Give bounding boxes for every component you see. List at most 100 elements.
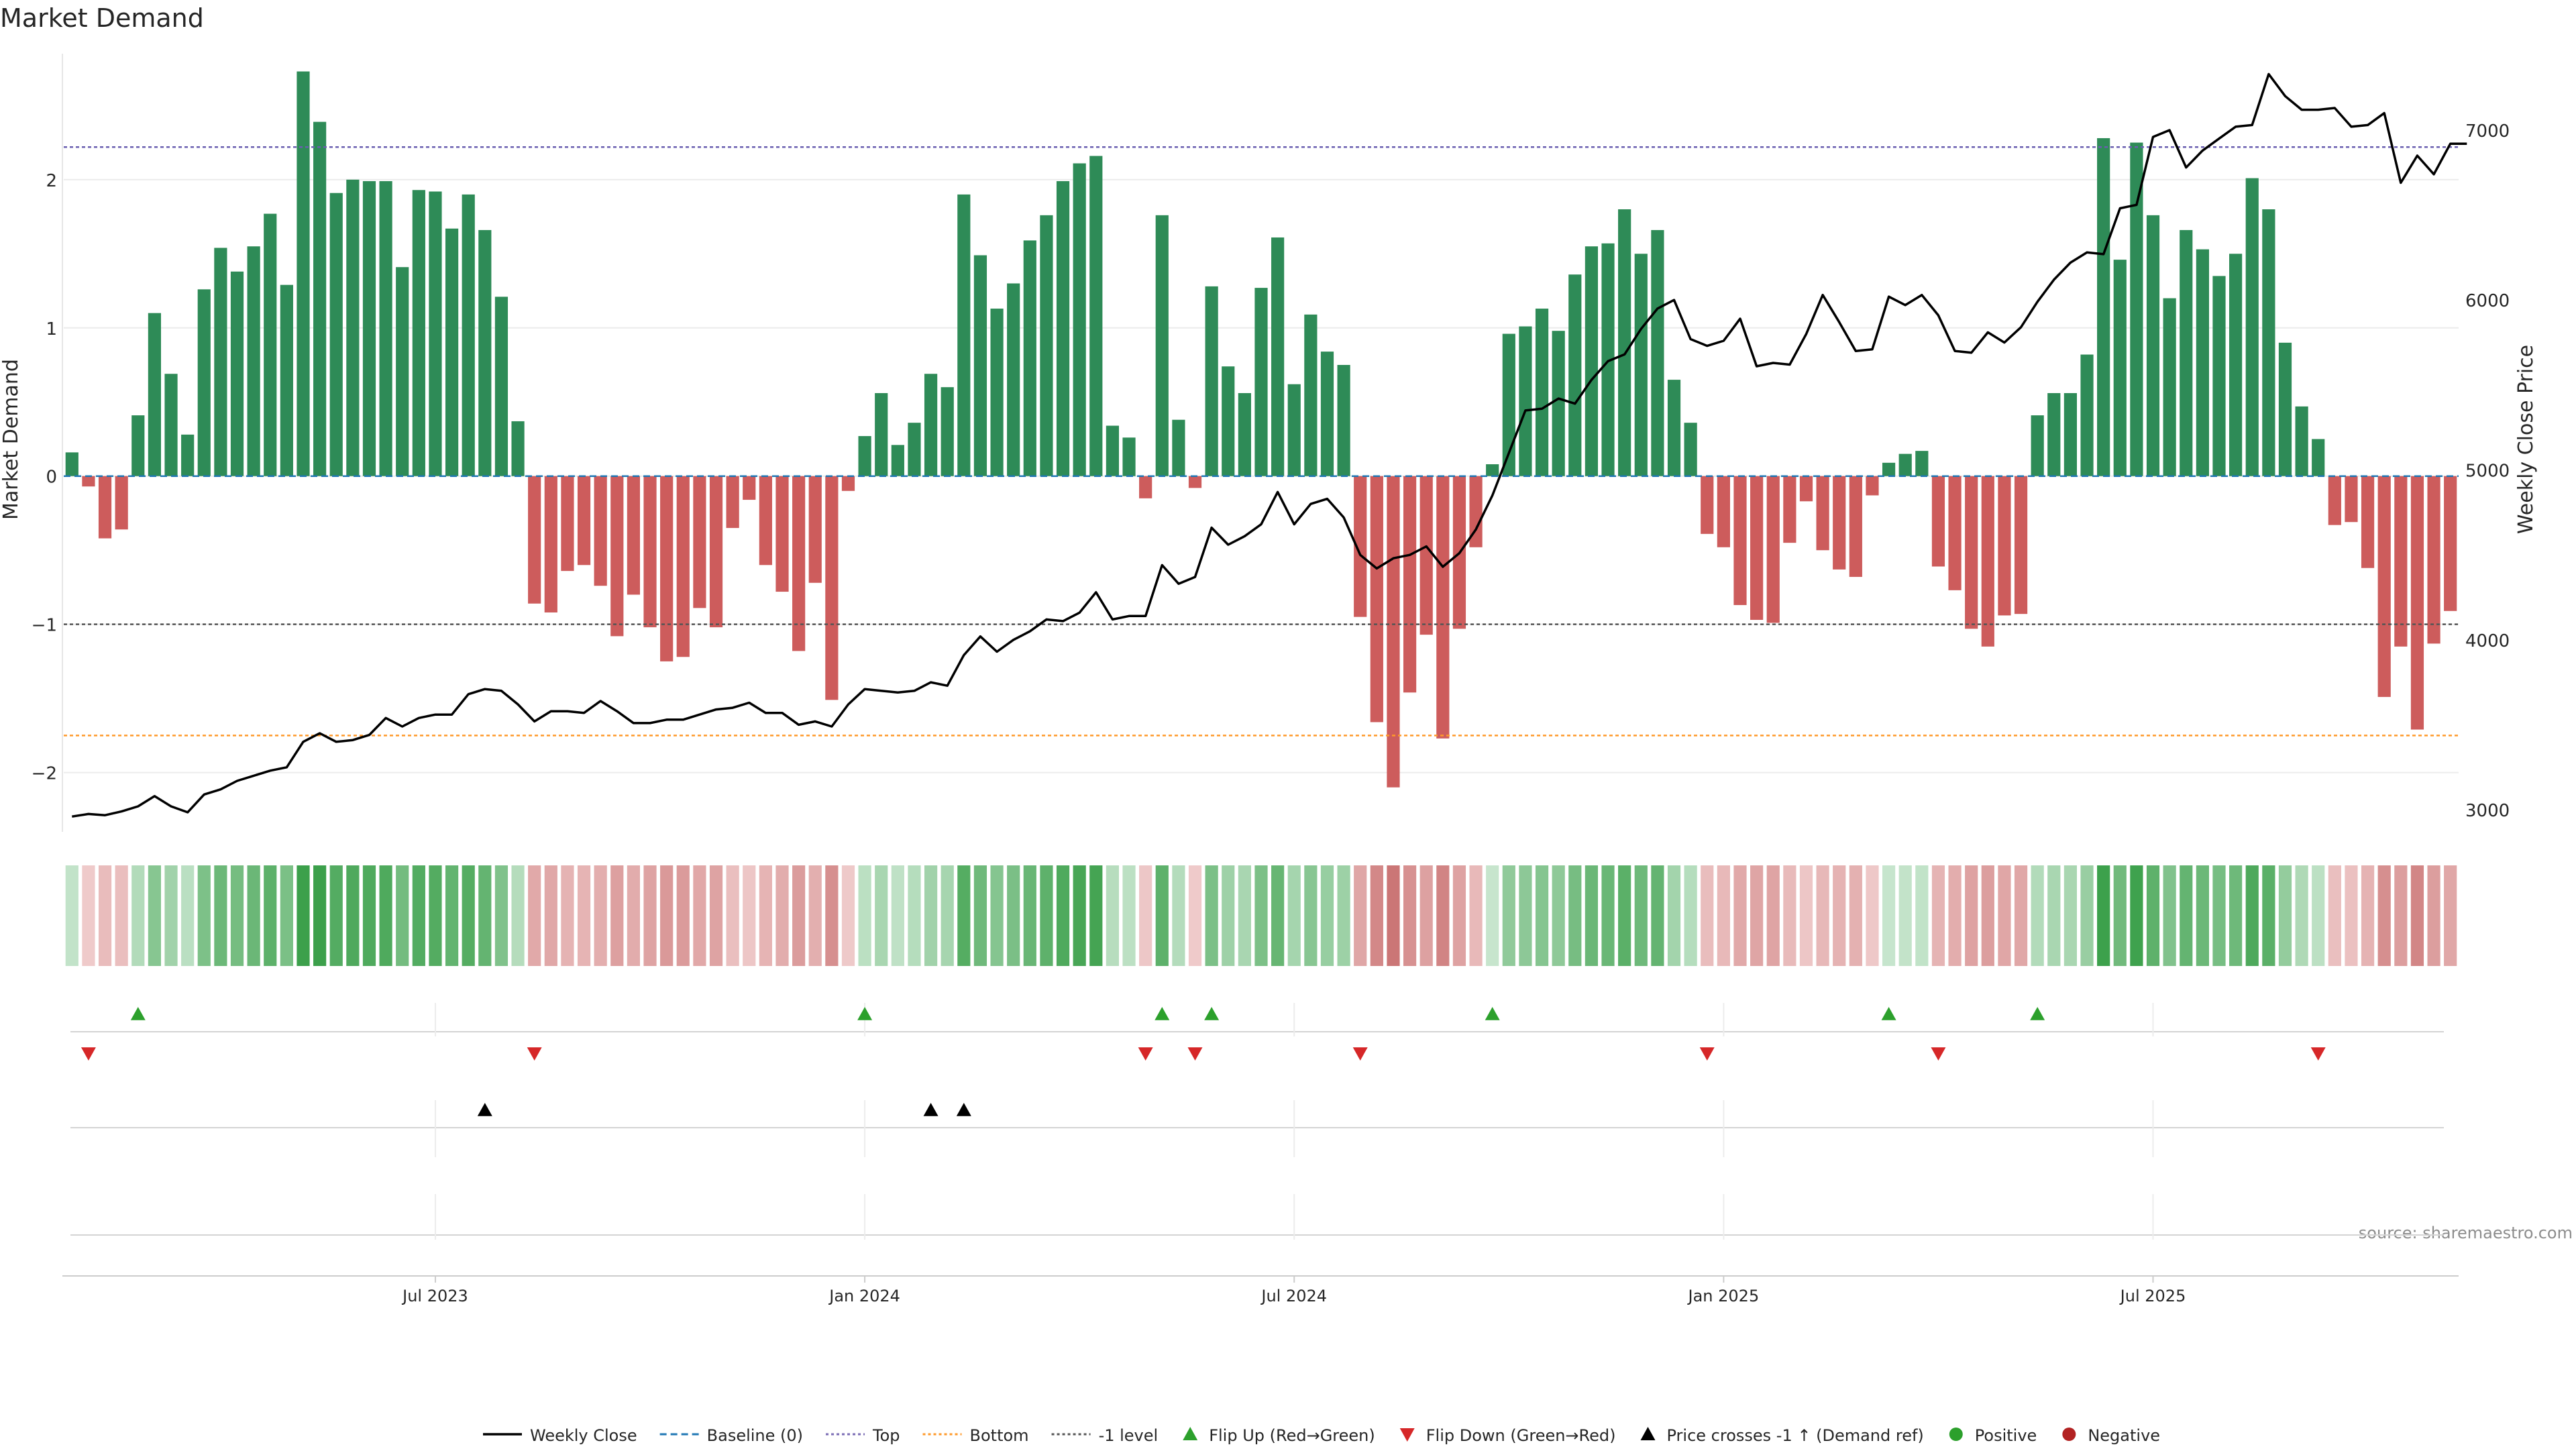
heat-cell <box>2097 865 2110 966</box>
heat-cell <box>858 865 871 966</box>
demand-bar <box>858 436 871 476</box>
heat-cell <box>941 865 954 966</box>
price-cross-marker <box>956 1103 971 1116</box>
y2-axis-label: Weekly Close Price <box>2514 345 2538 534</box>
demand-bar <box>131 415 145 476</box>
source-text: source: sharemaestro.com <box>2359 1224 2573 1242</box>
y2-tick-label: 4000 <box>2465 631 2510 651</box>
heat-cell <box>693 865 706 966</box>
flip-up-marker <box>1485 1007 1500 1020</box>
demand-bar <box>726 476 739 529</box>
legend-label: Price crosses -1 ↑ (Demand ref) <box>1667 1426 1924 1445</box>
demand-bar <box>1254 288 1268 476</box>
heat-cell <box>2047 865 2061 966</box>
price-cross-marker <box>477 1103 492 1116</box>
heat-cell <box>1354 865 1367 966</box>
legend-swatch <box>1640 1427 1656 1440</box>
heat-cell <box>346 865 360 966</box>
heat-cell <box>494 865 508 966</box>
heat-cell <box>1040 865 1053 966</box>
demand-bar <box>627 476 641 595</box>
demand-bar <box>1634 254 1648 476</box>
demand-bar <box>181 434 195 476</box>
heat-cell <box>1618 865 1631 966</box>
heat-cell <box>2163 865 2176 966</box>
demand-bar <box>1618 209 1631 476</box>
demand-bar <box>1568 274 1582 476</box>
heat-cell <box>445 865 459 966</box>
heat-cell <box>743 865 756 966</box>
heat-cell <box>2377 865 2391 966</box>
demand-bar <box>2278 342 2292 476</box>
heat-cell <box>1750 865 1764 966</box>
weekly-close-line <box>72 72 2467 818</box>
heat-cell <box>1535 865 1549 966</box>
heat-cell <box>1998 865 2011 966</box>
flip-down-marker <box>527 1047 542 1061</box>
demand-bar <box>1122 437 1136 476</box>
heat-cell <box>841 865 855 966</box>
flip-up-marker <box>1204 1007 1220 1020</box>
y2-tick-label: 5000 <box>2465 462 2510 482</box>
heat-cell <box>610 865 624 966</box>
heat-cell <box>2345 865 2358 966</box>
demand-bar <box>941 387 954 476</box>
demand-bar <box>511 421 525 476</box>
heat-cell <box>1188 865 1202 966</box>
demand-bar <box>1370 476 1383 722</box>
heat-cell <box>825 865 839 966</box>
price-cross-marker <box>923 1103 938 1116</box>
heat-cell <box>1222 865 1235 966</box>
heat-cell <box>230 865 244 966</box>
demand-bar <box>1866 476 1879 496</box>
demand-bar <box>2262 209 2275 476</box>
demand-bar <box>329 193 343 476</box>
demand-bar <box>775 476 789 592</box>
demand-bar <box>1222 366 1235 476</box>
heat-cell <box>709 865 723 966</box>
y-tick-label: 1 <box>46 319 57 339</box>
flip-down-marker <box>1699 1047 1715 1061</box>
demand-bar <box>660 476 674 661</box>
heat-cell <box>247 865 260 966</box>
heat-cell <box>478 865 492 966</box>
heat-cell <box>115 865 128 966</box>
demand-bar <box>1898 453 1912 476</box>
y-tick-label: 2 <box>46 171 57 191</box>
heat-cell <box>1287 865 1301 966</box>
heat-cell <box>396 865 409 966</box>
demand-bar <box>98 476 112 539</box>
demand-bar <box>1519 326 1532 476</box>
heat-cell <box>726 865 739 966</box>
heat-cell <box>2130 865 2143 966</box>
demand-bar <box>197 289 211 476</box>
demand-bar <box>2444 476 2457 611</box>
demand-bar <box>709 476 723 628</box>
demand-bar <box>1139 476 1152 498</box>
demand-bar <box>1552 331 1565 476</box>
heat-cell <box>676 865 690 966</box>
demand-bar <box>1419 476 1433 635</box>
heat-cell <box>181 865 195 966</box>
y2-tick-label: 3000 <box>2465 801 2510 821</box>
y-axis-label: Market Demand <box>0 359 23 520</box>
heat-cell <box>1271 865 1285 966</box>
heat-cell <box>2014 865 2028 966</box>
heat-cell <box>1552 865 1565 966</box>
heat-cell <box>1799 865 1813 966</box>
demand-bar <box>990 309 1004 476</box>
demand-bar <box>1915 451 1929 476</box>
heat-cell <box>65 865 78 966</box>
demand-bar <box>1882 462 1896 476</box>
demand-bar <box>1684 423 1697 476</box>
demand-bar <box>957 194 971 476</box>
demand-bar <box>792 476 806 651</box>
heat-cell <box>1254 865 1268 966</box>
demand-bar <box>1007 283 1020 476</box>
flip-down-marker <box>80 1047 96 1061</box>
heat-cell <box>1568 865 1582 966</box>
heat-cell <box>313 865 327 966</box>
demand-bar <box>164 374 178 476</box>
heat-cell <box>924 865 938 966</box>
